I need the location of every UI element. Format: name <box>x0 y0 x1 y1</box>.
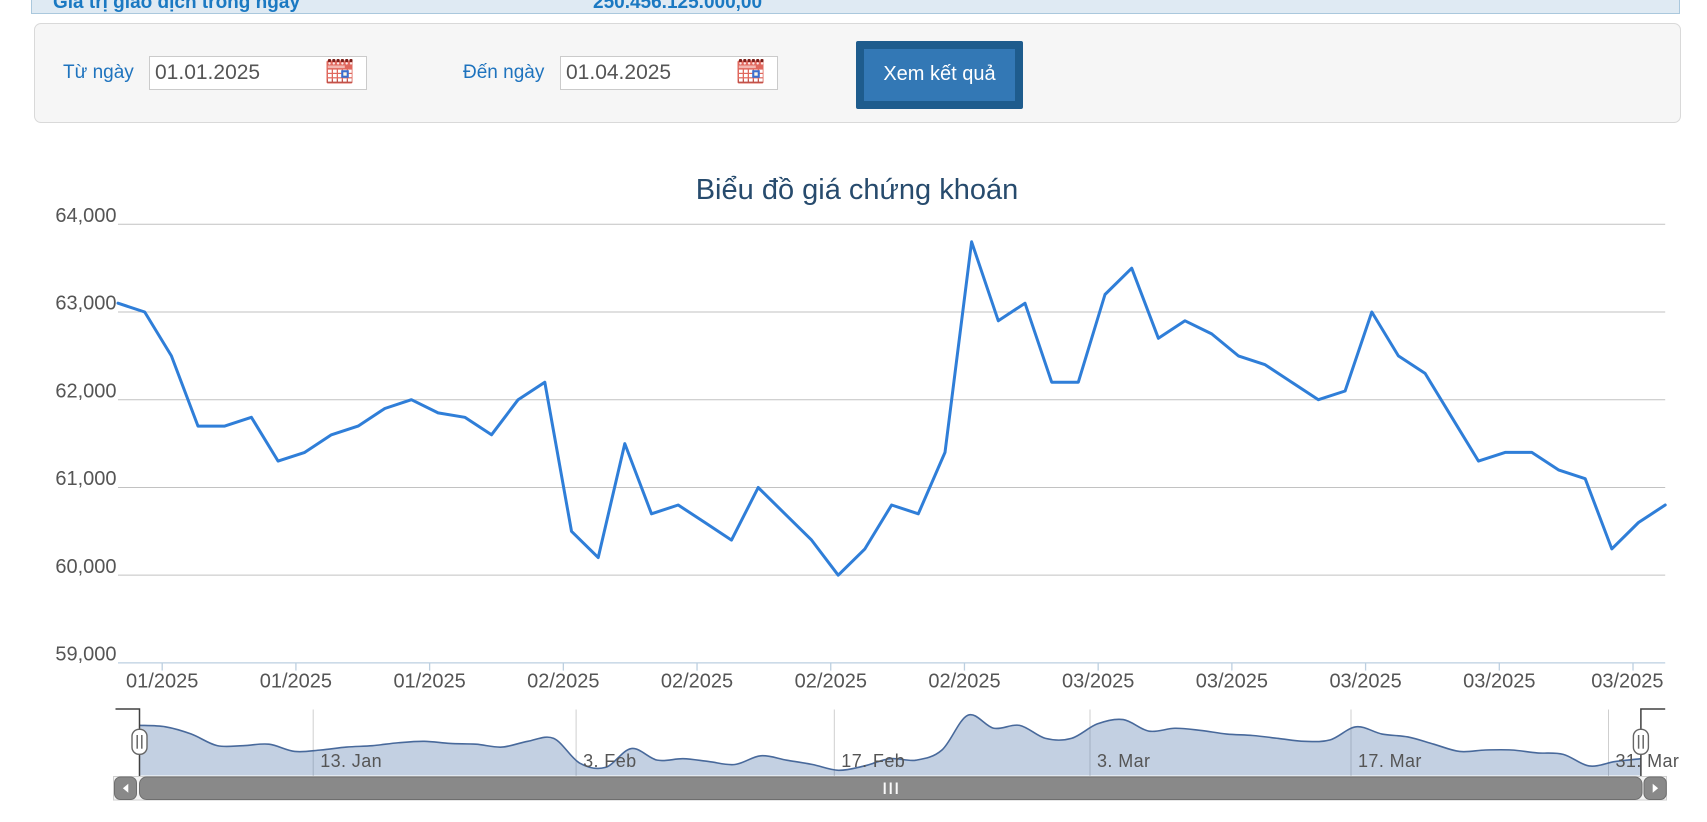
svg-text:17. Mar: 17. Mar <box>1358 751 1422 771</box>
svg-text:03/2025: 03/2025 <box>1062 671 1134 693</box>
svg-text:60,000: 60,000 <box>55 556 116 578</box>
svg-text:13. Jan: 13. Jan <box>320 751 382 771</box>
svg-text:3. Feb: 3. Feb <box>583 751 636 771</box>
svg-text:17. Feb: 17. Feb <box>841 751 905 771</box>
svg-text:61,000: 61,000 <box>55 468 116 490</box>
svg-text:02/2025: 02/2025 <box>795 671 867 693</box>
svg-text:59,000: 59,000 <box>55 644 116 666</box>
svg-text:31. Mar: 31. Mar <box>1616 751 1680 771</box>
svg-text:01/2025: 01/2025 <box>260 671 332 693</box>
svg-text:64,000: 64,000 <box>55 205 116 227</box>
svg-text:01/2025: 01/2025 <box>393 671 465 693</box>
svg-text:03/2025: 03/2025 <box>1591 671 1663 693</box>
svg-text:03/2025: 03/2025 <box>1196 671 1268 693</box>
svg-text:03/2025: 03/2025 <box>1329 671 1401 693</box>
svg-text:62,000: 62,000 <box>55 380 116 402</box>
svg-text:01/2025: 01/2025 <box>126 671 198 693</box>
svg-text:02/2025: 02/2025 <box>527 671 599 693</box>
svg-text:02/2025: 02/2025 <box>661 671 733 693</box>
svg-text:3. Mar: 3. Mar <box>1097 751 1150 771</box>
svg-text:03/2025: 03/2025 <box>1463 671 1535 693</box>
svg-text:02/2025: 02/2025 <box>928 671 1000 693</box>
svg-text:Biểu đồ giá chứng khoán: Biểu đồ giá chứng khoán <box>696 174 1019 206</box>
svg-text:63,000: 63,000 <box>55 293 116 315</box>
